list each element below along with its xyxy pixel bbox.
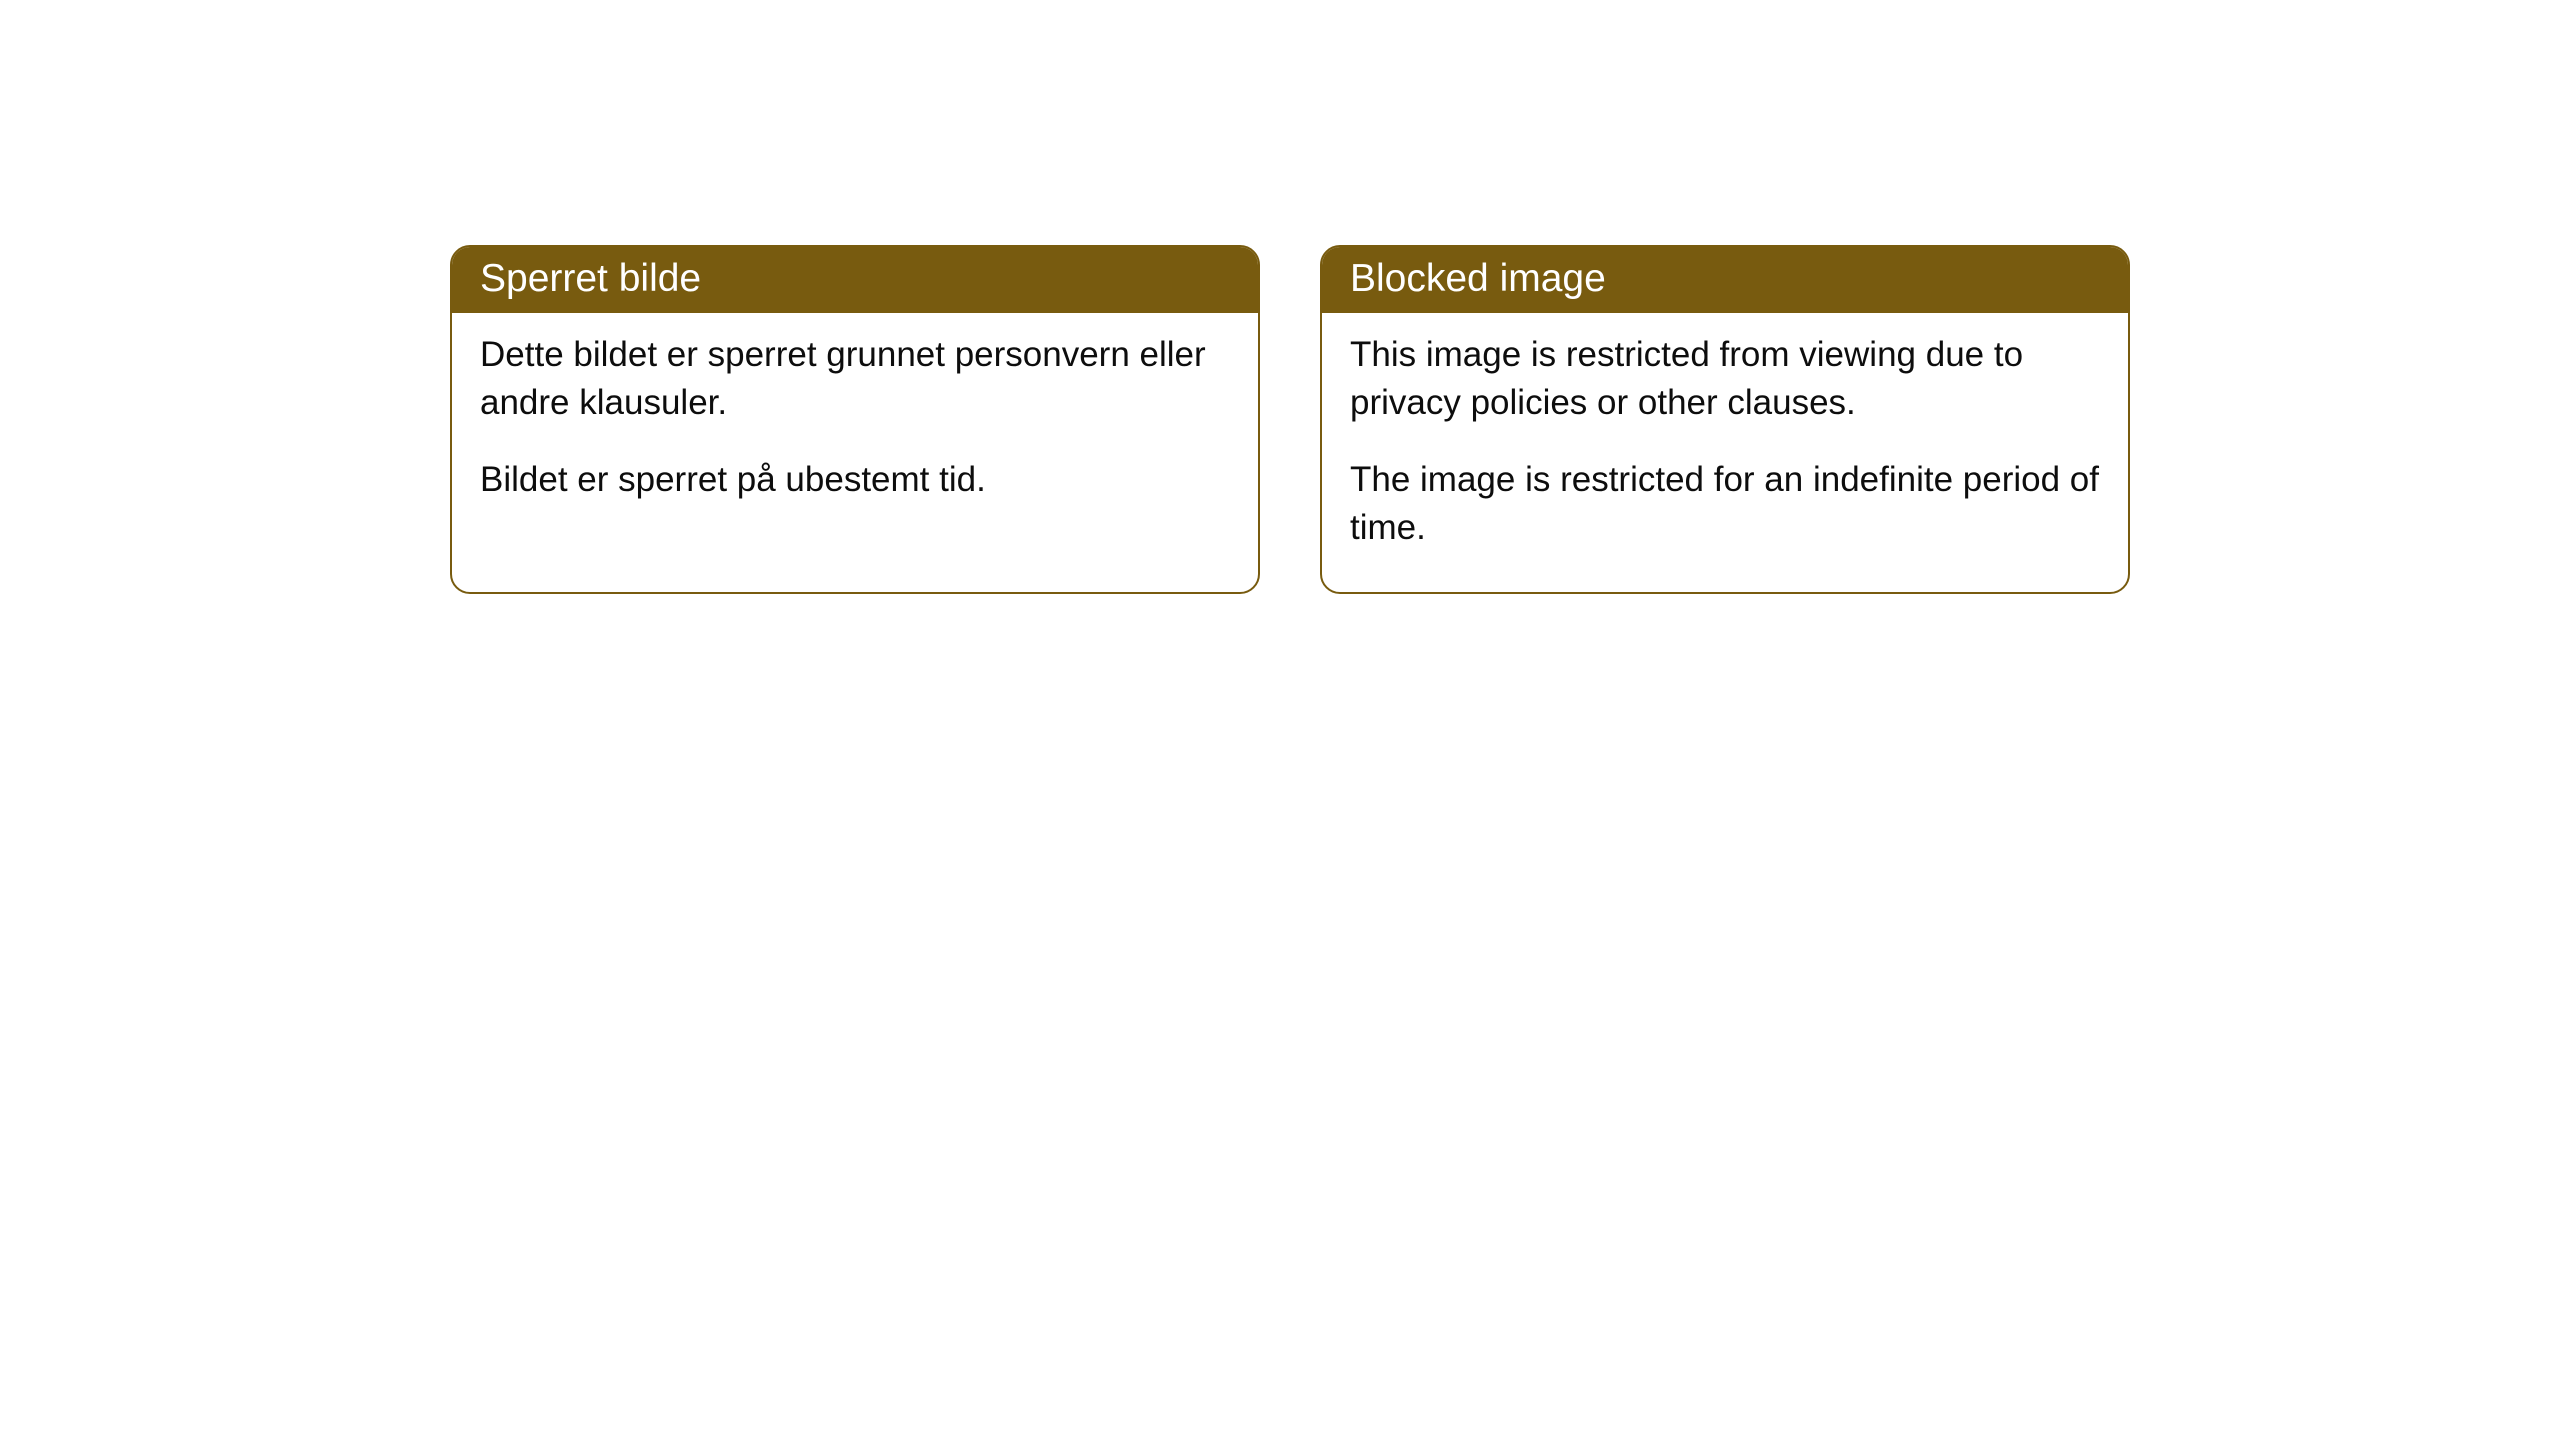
card-paragraph: Dette bildet er sperret grunnet personve… [480,331,1230,428]
notice-card-norwegian: Sperret bilde Dette bildet er sperret gr… [450,245,1260,594]
card-header: Blocked image [1322,247,2128,313]
notice-cards-container: Sperret bilde Dette bildet er sperret gr… [0,0,2560,594]
card-header: Sperret bilde [452,247,1258,313]
card-body: Dette bildet er sperret grunnet personve… [452,313,1258,544]
notice-card-english: Blocked image This image is restricted f… [1320,245,2130,594]
card-paragraph: Bildet er sperret på ubestemt tid. [480,456,1230,504]
card-body: This image is restricted from viewing du… [1322,313,2128,592]
card-paragraph: This image is restricted from viewing du… [1350,331,2100,428]
card-paragraph: The image is restricted for an indefinit… [1350,456,2100,553]
